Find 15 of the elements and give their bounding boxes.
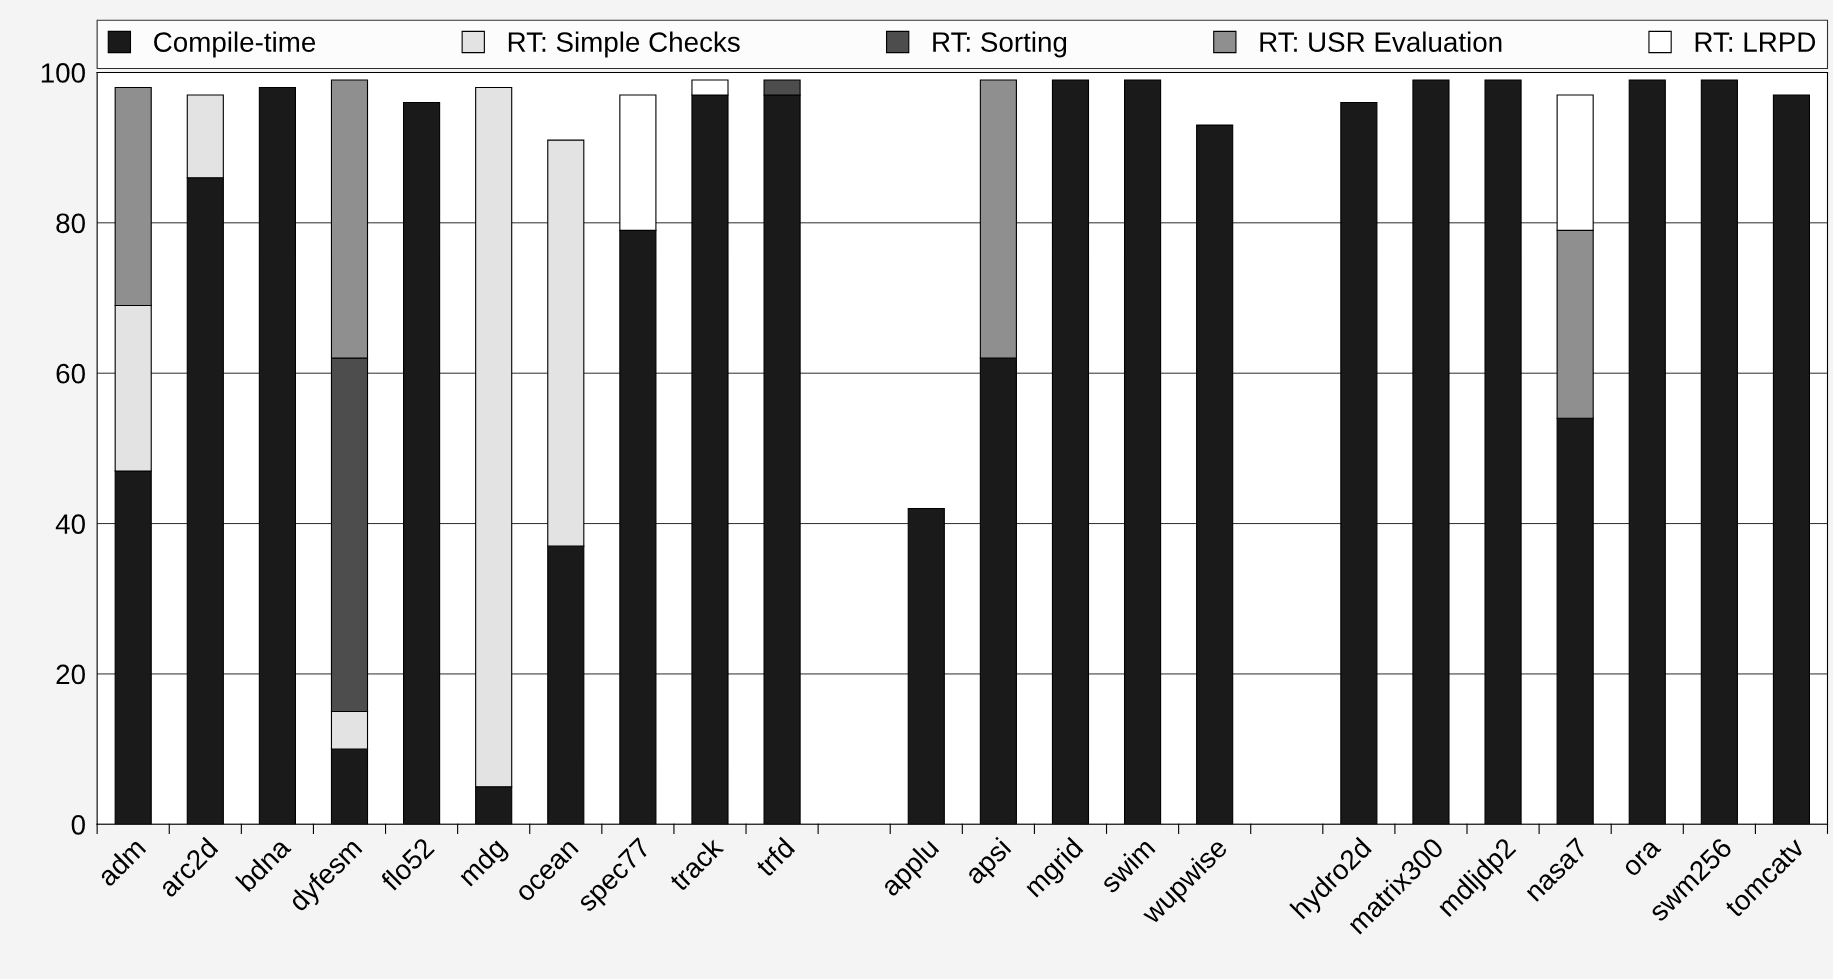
x-tick-label: apsi bbox=[963, 836, 1016, 889]
legend-label: RT: Simple Checks bbox=[508, 31, 740, 58]
y-tick-label: 0 bbox=[71, 814, 85, 835]
y-tick-label: 60 bbox=[56, 363, 85, 384]
legend-label: RT: Sorting bbox=[933, 31, 1067, 58]
legend-label: RT: USR Evaluation bbox=[1260, 31, 1502, 52]
x-tick-label: mdg bbox=[456, 836, 511, 891]
y-tick-label: 20 bbox=[56, 664, 85, 685]
x-tick-label: trfd bbox=[754, 836, 796, 878]
x-tick-label: adm bbox=[95, 836, 147, 888]
y-tick-label: 40 bbox=[55, 514, 85, 534]
legend-label: RT: LRPD bbox=[1695, 32, 1816, 52]
y-tick-label: 100 bbox=[41, 63, 85, 83]
y-tick-label: 80 bbox=[56, 213, 85, 234]
legend-label: Compile-time bbox=[154, 31, 316, 58]
